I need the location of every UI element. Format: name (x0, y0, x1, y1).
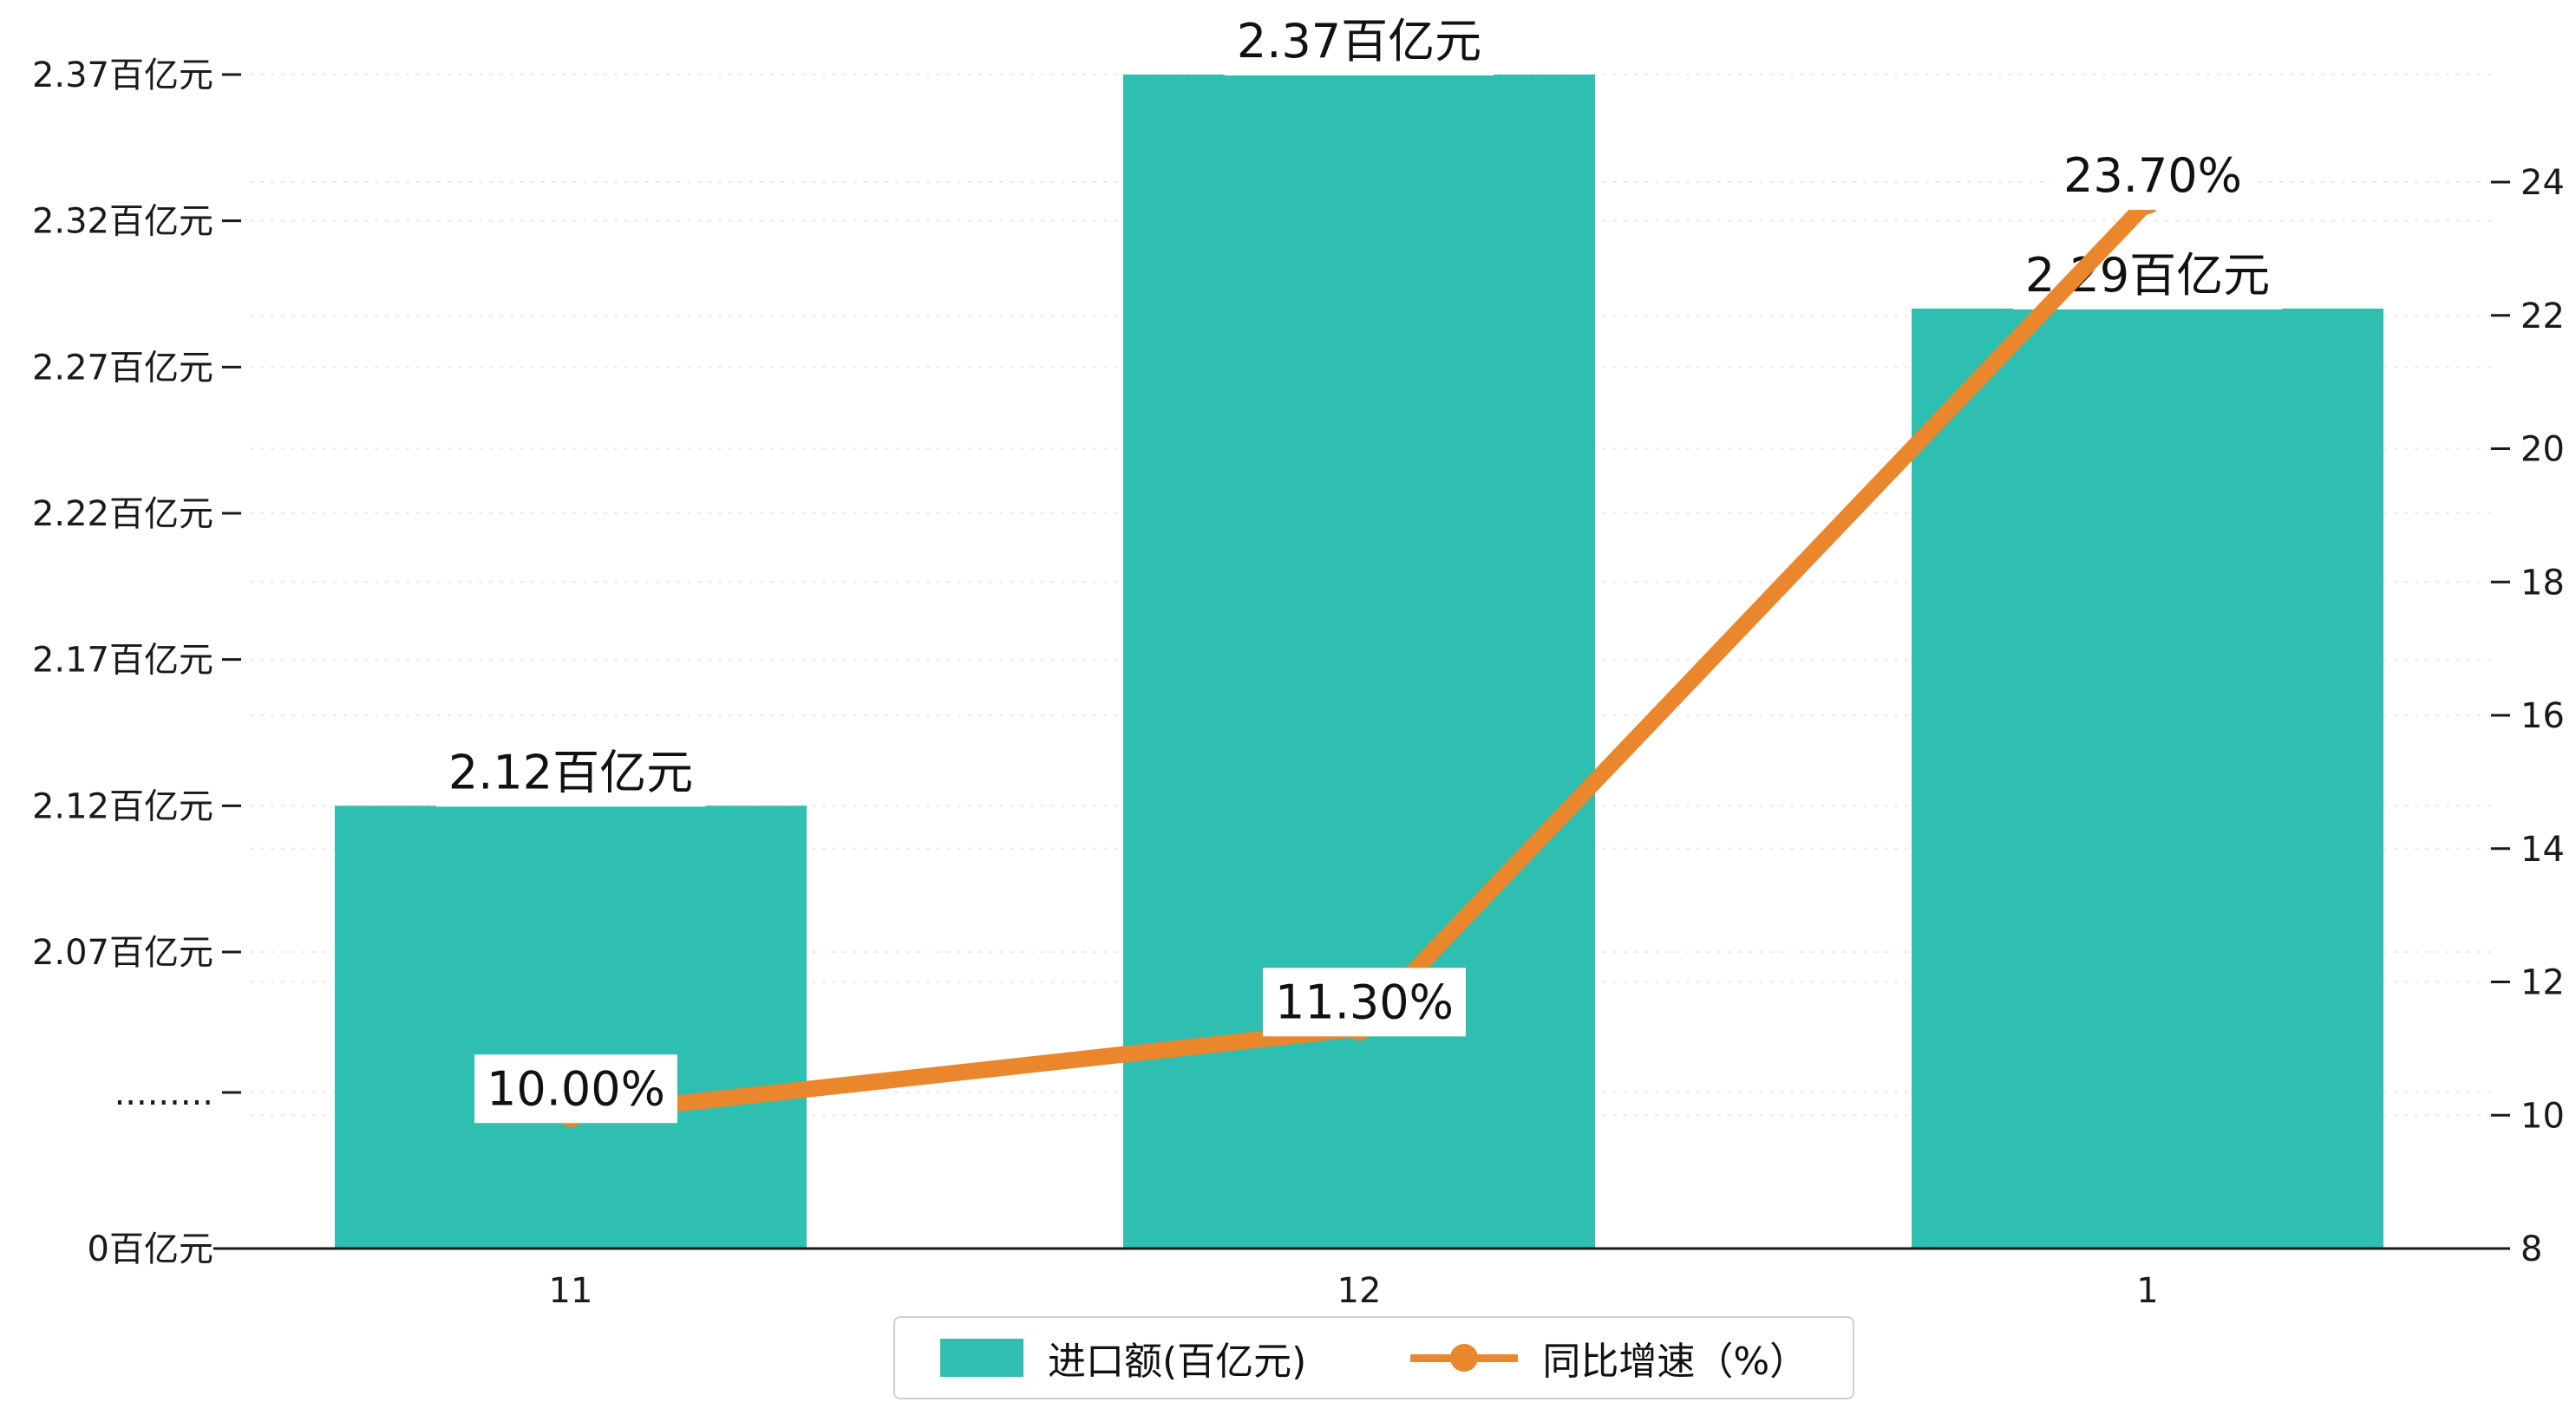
x-axis-tick-label: 11 (549, 1271, 593, 1311)
right-axis-tick-label: 18 (2520, 563, 2565, 603)
left-axis-tick-label: 2.37百亿元 (32, 55, 213, 95)
legend-label-growth: 同比增速（%） (1542, 1340, 1808, 1384)
left-axis-tick-label: 2.07百亿元 (32, 933, 213, 973)
legend-label-imports: 进口额(百亿元) (1048, 1340, 1307, 1384)
right-axis-tick-label: 14 (2520, 830, 2565, 870)
left-axis-tick-label: 2.17百亿元 (32, 641, 213, 681)
right-axis-tick-label: 10 (2520, 1096, 2565, 1136)
line-value-label: 10.00% (487, 1061, 665, 1116)
left-axis-tick-label: 0百亿元 (88, 1229, 213, 1269)
line-value-label: 23.70% (2063, 148, 2242, 203)
bar-value-label-bg (1224, 7, 1494, 75)
bar-value-label: 2.37百亿元 (1237, 14, 1481, 68)
bar-value-label: 2.12百亿元 (448, 745, 693, 799)
legend-item-growth: 同比增速（%） (1410, 1330, 1808, 1386)
right-axis-tick-label: 8 (2520, 1229, 2542, 1269)
right-axis-tick-label: 24 (2520, 163, 2565, 203)
left-axis-tick-label: ......... (114, 1073, 213, 1113)
x-axis-tick-label: 1 (2136, 1271, 2158, 1311)
right-axis-tick-label: 20 (2520, 430, 2565, 470)
line-legend-dot-icon (1450, 1344, 1479, 1372)
line-value-label-bg (474, 1054, 677, 1124)
right-axis-tick-label: 16 (2520, 696, 2565, 736)
left-axis-tick-label: 2.27百亿元 (32, 348, 213, 388)
legend: 进口额(百亿元) 同比增速（%） (893, 1316, 1855, 1399)
legend-item-imports: 进口额(百亿元) (940, 1330, 1306, 1386)
bar-value-label-bg (435, 738, 706, 807)
line-value-label: 11.30% (1275, 975, 1454, 1029)
line-value-label-bg (2051, 141, 2254, 211)
right-axis-tick-label: 22 (2520, 297, 2565, 336)
line-legend-swatch (1410, 1339, 1519, 1377)
line-value-label-bg (1263, 968, 1466, 1037)
bar-legend-swatch (940, 1339, 1023, 1377)
left-axis-tick-label: 2.32百亿元 (32, 202, 213, 242)
bar (335, 805, 807, 1249)
left-axis-tick-label: 2.12百亿元 (32, 786, 213, 826)
right-axis-tick-label: 12 (2520, 963, 2565, 1003)
bar (1123, 75, 1595, 1249)
bar (1912, 308, 2383, 1249)
x-axis-tick-label: 12 (1337, 1271, 1382, 1311)
left-axis-tick-label: 2.22百亿元 (32, 494, 213, 534)
